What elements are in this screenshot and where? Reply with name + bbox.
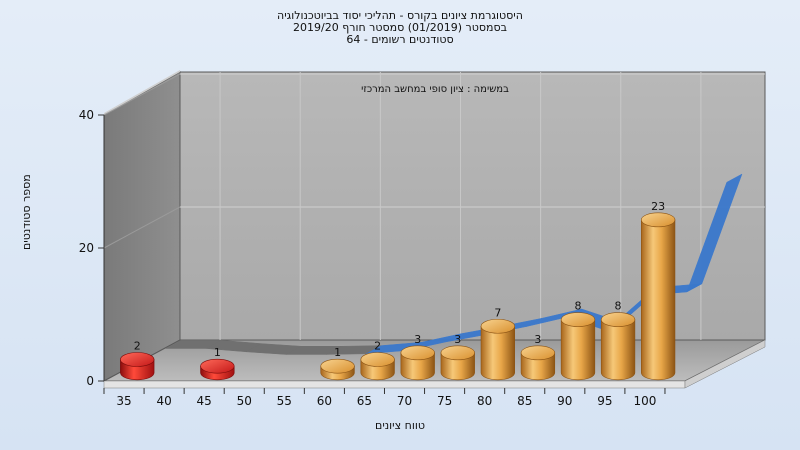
bar-body — [400, 352, 435, 381]
x-tick-label: 90 — [557, 394, 572, 408]
y-axis-label: מספר סטודנטים — [20, 174, 33, 250]
bar-60: 1 — [320, 346, 355, 381]
bar-body — [600, 319, 636, 381]
x-axis-label: טווח ציונים — [375, 419, 425, 432]
gridlines — [103, 72, 765, 340]
x-tick-label: 55 — [277, 394, 292, 408]
y-axis: 0 20 40 — [79, 108, 105, 388]
chart-title: היסטוגרמת ציונים בקורס - תהליכי יסוד בבי… — [0, 10, 800, 46]
grid-line-side — [103, 73, 181, 116]
back-wall — [179, 71, 766, 341]
left-wall — [103, 71, 181, 382]
x-tick-label: 85 — [517, 394, 532, 408]
chart-title-line-2: בסמסטר (01/2019) סמסטר חורף 2019/20 — [293, 21, 507, 34]
bar-75: 3 — [440, 333, 475, 381]
bar-top — [120, 352, 155, 367]
bar-70: 3 — [400, 333, 435, 381]
bar-value-label: 1 — [334, 346, 341, 359]
bar-45: 1 — [200, 346, 235, 381]
y-tick-label: 20 — [79, 241, 94, 255]
x-tick-label: 70 — [397, 394, 412, 408]
bar-body — [480, 325, 515, 381]
bar-top — [200, 358, 235, 374]
x-tick-label: 80 — [477, 394, 492, 408]
x-tick-label: 100 — [633, 394, 656, 408]
y-tick-label: 40 — [79, 108, 94, 122]
y-tick-label: 0 — [86, 374, 94, 388]
floor-edge — [103, 380, 686, 389]
bar-90: 8 — [560, 300, 596, 381]
x-tick-label: 65 — [357, 394, 372, 408]
x-tick-label: 60 — [317, 394, 332, 408]
bar-top — [641, 212, 676, 228]
bar-95: 8 — [600, 300, 636, 381]
bar-value-label: 2 — [374, 340, 381, 353]
bar-65: 2 — [360, 340, 395, 381]
top-edge — [104, 70, 180, 115]
bar-value-label: 8 — [615, 300, 622, 313]
x-tick-label: 75 — [437, 394, 452, 408]
bar-body — [641, 219, 676, 381]
bar-80: 7 — [480, 306, 515, 381]
bar-top — [400, 345, 435, 361]
bar-100: 23 — [641, 200, 676, 381]
bar-value-label: 3 — [414, 333, 421, 346]
bar-value-label: 23 — [651, 200, 665, 213]
x-tick-label: 45 — [197, 394, 212, 408]
bar-top — [480, 318, 515, 334]
bar-value-label: 3 — [454, 333, 461, 346]
bar-value-label: 8 — [574, 300, 581, 313]
x-tick-label: 50 — [237, 394, 252, 408]
bar-value-label: 3 — [534, 333, 541, 346]
x-axis: 35 40 45 50 55 60 65 70 75 80 85 90 95 100 — [103, 388, 666, 408]
bar-top — [360, 352, 395, 367]
bar-body — [440, 352, 475, 381]
grid-line-side — [103, 206, 181, 249]
x-tick-label: 40 — [156, 394, 171, 408]
bar-top — [520, 345, 556, 361]
chart-annotation: במשימה : ציון סופי במחשב המרכזי — [361, 84, 509, 95]
bar-value-label: 1 — [214, 346, 221, 359]
bar-top — [440, 345, 475, 361]
chart-title-line-3: סטודנטים רשומים - 64 — [346, 33, 454, 46]
x-tick-label: 35 — [116, 394, 131, 408]
chart-title-line-1: היסטוגרמת ציונים בקורס - תהליכי יסוד בבי… — [277, 9, 523, 22]
bar-top — [600, 312, 636, 327]
bar-top — [560, 312, 596, 327]
bar-85: 3 — [520, 333, 556, 381]
floor-edge-side — [684, 339, 766, 389]
ribbon-segment — [686, 173, 743, 293]
bar-35: 2 — [120, 340, 155, 381]
bar-body — [520, 352, 556, 381]
bar-body — [560, 319, 596, 381]
bar-value-label: 2 — [134, 340, 141, 353]
bar-value-label: 7 — [494, 306, 501, 319]
x-tick-label: 95 — [597, 394, 612, 408]
bar-top — [320, 358, 355, 374]
